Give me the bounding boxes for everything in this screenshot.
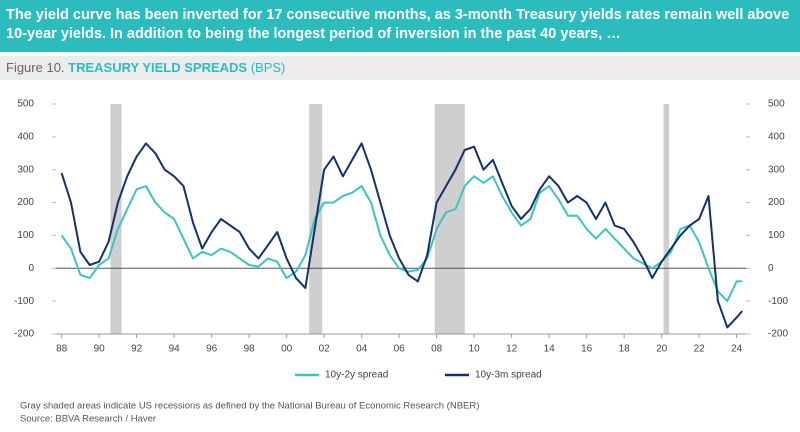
x-tick-label: 16 [581,344,593,355]
x-tick-label: 06 [394,344,406,355]
x-tick-label: 10 [469,344,481,355]
y2-tick-label: -100 [768,296,788,307]
figure-caption: Figure 10. TREASURY YIELD SPREADS (BPS) [0,56,800,80]
y-tick-label: 400 [17,131,34,142]
footnote: Gray shaded areas indicate US recessions… [20,401,479,412]
y2-tick-label: 500 [768,99,785,110]
figure-title: TREASURY YIELD SPREADS [68,60,248,75]
header-banner: The yield curve has been inverted for 17… [0,0,800,52]
x-tick-label: 92 [131,344,143,355]
recession-band [110,104,122,334]
y-tick-label: -100 [14,296,34,307]
x-tick-label: 24 [731,344,743,355]
legend-label: 10y-2y spread [325,370,388,381]
y2-tick-label: -200 [768,329,788,340]
y2-tick-label: 100 [768,230,785,241]
y2-tick-label: 400 [768,131,785,142]
y-tick-label: 300 [17,164,34,175]
x-tick-label: 02 [319,344,331,355]
x-tick-label: 20 [656,344,668,355]
y2-tick-label: 0 [768,263,774,274]
figure-unit: (BPS) [250,60,286,75]
y-tick-label: 0 [28,263,34,274]
header-text: The yield curve has been inverted for 17… [6,7,790,42]
x-tick-label: 88 [56,344,68,355]
x-tick-label: 00 [281,344,293,355]
y2-tick-label: 300 [768,164,785,175]
series-line [60,142,743,329]
x-tick-label: 94 [169,344,181,355]
x-tick-label: 22 [694,344,706,355]
footnote: Source: BBVA Research / Haver [20,414,156,425]
y-tick-label: -200 [14,329,34,340]
x-tick-label: 98 [244,344,256,355]
x-tick-label: 14 [544,344,556,355]
x-tick-label: 04 [356,344,368,355]
x-tick-label: 08 [431,344,443,355]
series-line [60,175,743,303]
x-tick-label: 18 [619,344,631,355]
y2-tick-label: 200 [768,197,785,208]
y-tick-label: 200 [17,197,34,208]
y-tick-label: 100 [17,230,34,241]
figure-number: Figure 10. [6,60,65,75]
legend-label: 10y-3m spread [475,370,542,381]
x-tick-label: 96 [206,344,218,355]
y-tick-label: 500 [17,99,34,110]
recession-band [663,104,670,334]
x-tick-label: 90 [94,344,106,355]
recession-band [434,104,465,334]
x-tick-label: 12 [506,344,518,355]
